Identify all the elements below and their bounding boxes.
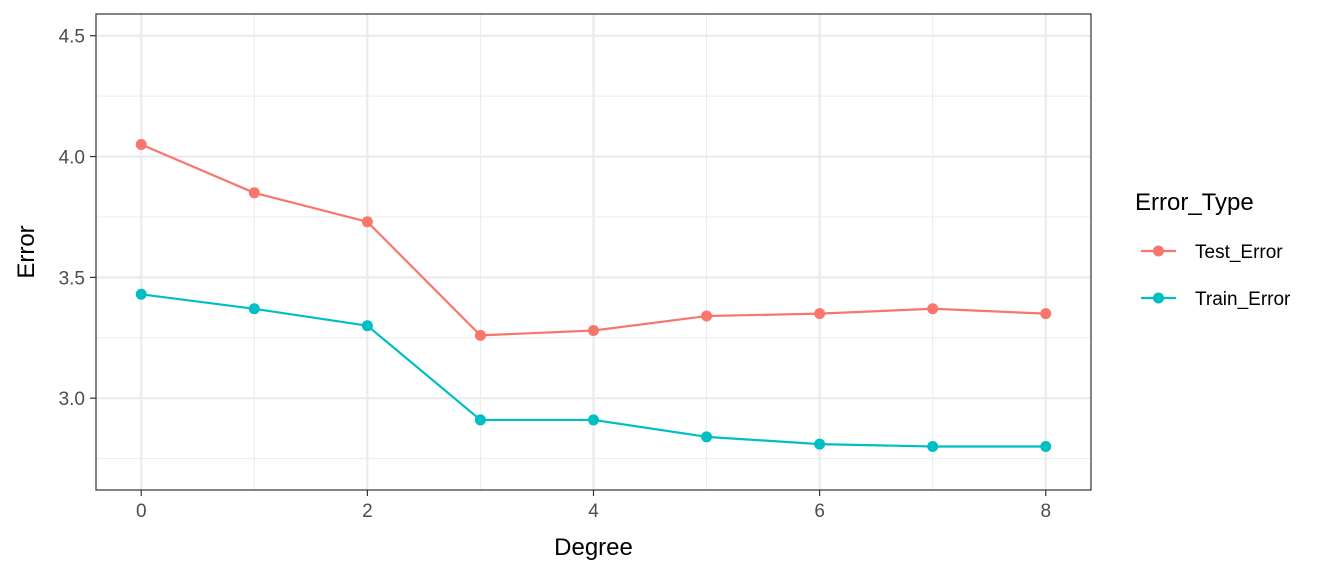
data-point (701, 431, 713, 443)
legend-label: Test_Error (1195, 242, 1283, 263)
data-point (135, 138, 147, 150)
x-tick-label: 0 (136, 501, 147, 522)
y-axis: 3.0 3.5 4.0 4.5 (59, 27, 96, 410)
legend-label: Train_Error (1195, 289, 1291, 310)
data-point (701, 310, 713, 322)
x-axis-title: Degree (554, 534, 633, 561)
data-point (248, 303, 260, 315)
plot-panel (95, 13, 1092, 491)
x-tick-label: 2 (362, 501, 373, 522)
data-point (588, 414, 599, 426)
y-tick-label: 4.5 (59, 27, 85, 48)
data-point (927, 441, 939, 453)
x-tick-label: 6 (814, 501, 825, 522)
data-point (248, 187, 260, 199)
legend-item: Test_Error (1141, 242, 1283, 263)
legend: Error_Type Test_Error Train_Error (1135, 189, 1291, 310)
data-point (927, 303, 939, 315)
x-axis: 0 2 4 6 8 (136, 490, 1051, 522)
y-tick-label: 3.5 (59, 268, 85, 289)
legend-title: Error_Type (1135, 189, 1254, 216)
y-tick-label: 4.0 (59, 148, 85, 169)
legend-key-point (1153, 245, 1164, 257)
grid (96, 14, 1091, 490)
data-point (361, 216, 373, 228)
data-point (474, 329, 486, 341)
y-axis-title: Error (13, 225, 40, 278)
x-tick-label: 4 (588, 501, 599, 522)
data-point (814, 308, 826, 320)
data-point (1040, 441, 1052, 453)
series-train-error (135, 288, 1052, 453)
legend-item: Train_Error (1141, 289, 1291, 310)
series-layer (135, 138, 1052, 453)
data-point (474, 414, 486, 426)
legend-key-point (1153, 292, 1164, 304)
data-point (588, 325, 599, 337)
series-test-error (135, 138, 1052, 341)
y-tick-label: 3.0 (59, 389, 85, 410)
data-point (135, 288, 147, 300)
data-point (1040, 308, 1052, 320)
data-point (361, 320, 373, 332)
x-tick-label: 8 (1040, 501, 1051, 522)
data-point (814, 438, 826, 450)
